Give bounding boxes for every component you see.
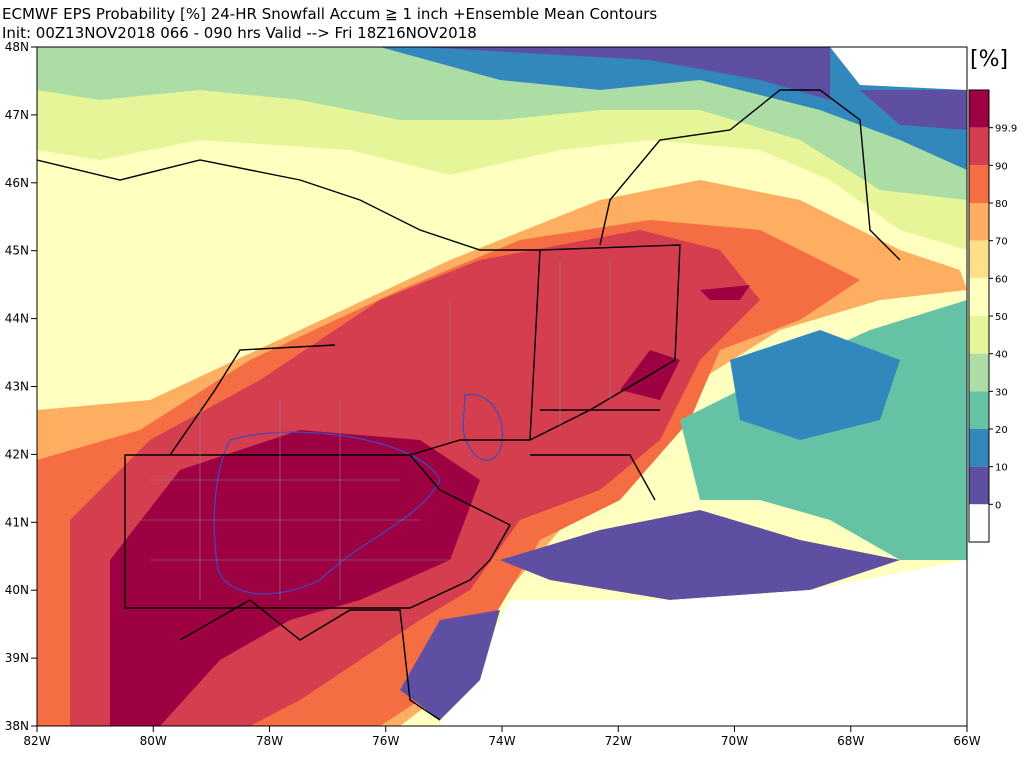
subtitle: Init: 00Z13NOV2018 066 - 090 hrs Valid -… [2, 24, 477, 42]
colorbar-box [969, 165, 989, 203]
probability-field [37, 47, 967, 726]
colorbar-label: 90 [995, 161, 1008, 172]
colorbar-box [969, 429, 989, 467]
lon-label: 72W [605, 734, 632, 748]
colorbar-unit: [%] [970, 47, 1008, 72]
lat-label: 38N [5, 719, 29, 733]
colorbar-label: 70 [995, 237, 1008, 248]
lat-label: 40N [5, 583, 29, 597]
title: ECMWF EPS Probability [%] 24-HR Snowfall… [2, 5, 657, 23]
lon-label: 76W [372, 734, 399, 748]
longitude-labels: 82W 80W 78W 76W 74W 72W 70W 68W 66W [23, 726, 981, 748]
lon-label: 78W [256, 734, 283, 748]
lon-label: 68W [837, 734, 864, 748]
colorbar-label: 60 [995, 274, 1008, 285]
colorbar-box [969, 90, 989, 128]
colorbar-box [969, 203, 989, 241]
colorbar-box [969, 240, 989, 279]
colorbar: 99.9 90 80 70 60 50 40 30 20 10 0 [968, 89, 1017, 543]
lat-label: 42N [5, 447, 29, 461]
lat-label: 41N [5, 515, 29, 529]
colorbar-label: 0 [995, 500, 1001, 511]
colorbar-label: 20 [995, 425, 1008, 436]
colorbar-box [969, 391, 989, 429]
lat-label: 48N [5, 40, 29, 54]
lon-label: 82W [23, 734, 50, 748]
lon-label: 74W [488, 734, 515, 748]
colorbar-label: 80 [995, 199, 1008, 210]
colorbar-box [969, 127, 989, 166]
colorbar-label: 50 [995, 312, 1008, 323]
lon-label: 70W [721, 734, 748, 748]
colorbar-box [969, 353, 989, 392]
colorbar-box [969, 466, 989, 505]
latitude-labels: 48N 47N 46N 45N 44N 43N 42N 41N 40N 39N 38N [5, 40, 37, 733]
lon-label: 66W [953, 734, 980, 748]
lat-label: 39N [5, 651, 29, 665]
lat-label: 45N [5, 244, 29, 258]
colorbar-label: 40 [995, 350, 1008, 361]
lat-label: 44N [5, 312, 29, 326]
lat-label: 47N [5, 108, 29, 122]
lon-label: 80W [140, 734, 167, 748]
colorbar-box [969, 316, 989, 354]
lat-label: 46N [5, 176, 29, 190]
lat-label: 43N [5, 380, 29, 394]
colorbar-box [969, 504, 989, 542]
colorbar-label: 99.9 [995, 124, 1017, 135]
colorbar-label: 30 [995, 387, 1008, 398]
colorbar-box [969, 278, 989, 316]
colorbar-label: 10 [995, 463, 1008, 474]
